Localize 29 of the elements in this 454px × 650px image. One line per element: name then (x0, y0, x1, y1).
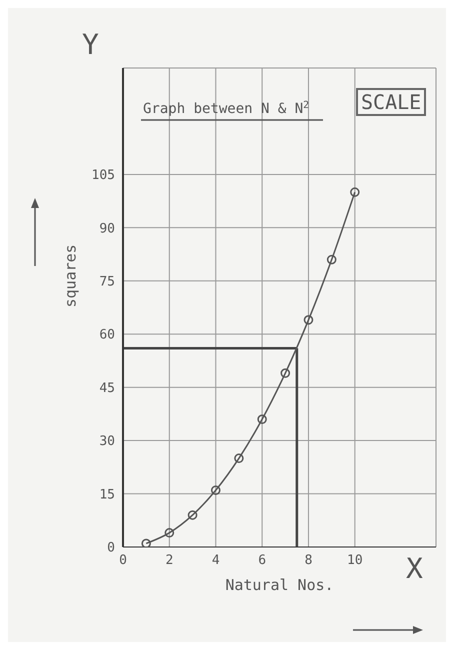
y-tick-label: 15 (99, 487, 115, 502)
point (210, 485, 220, 495)
y-axis-title: squares (61, 244, 80, 308)
point (326, 254, 336, 264)
text: Y (82, 28, 99, 61)
x-tick-label: 4 (212, 553, 220, 568)
point (234, 454, 244, 464)
x-tick-label: 0 (119, 553, 127, 568)
x-tick-label: 10 (347, 553, 363, 568)
y-tick-label: 45 (99, 380, 115, 396)
x-axis-title: Natural Nos. (225, 576, 334, 594)
y-tick-label: 90 (99, 221, 115, 236)
text: X (406, 552, 423, 585)
y-tick-label: 30 (99, 434, 115, 450)
y-tick-label: 0 (107, 540, 115, 556)
point (164, 528, 174, 538)
point (257, 414, 267, 424)
point (280, 368, 290, 378)
point (350, 187, 360, 197)
x-tick-label: 2 (165, 553, 174, 568)
y-tick-label: 60 (99, 328, 115, 343)
point (304, 315, 314, 325)
point (141, 538, 151, 547)
annotation: SCALE (356, 88, 426, 116)
point (188, 510, 198, 520)
y-tick-label: 105 (92, 168, 115, 184)
x-tick-label: 8 (304, 553, 312, 568)
x-tick-label: 6 (258, 553, 266, 568)
y-tick-label: 75 (99, 274, 115, 290)
